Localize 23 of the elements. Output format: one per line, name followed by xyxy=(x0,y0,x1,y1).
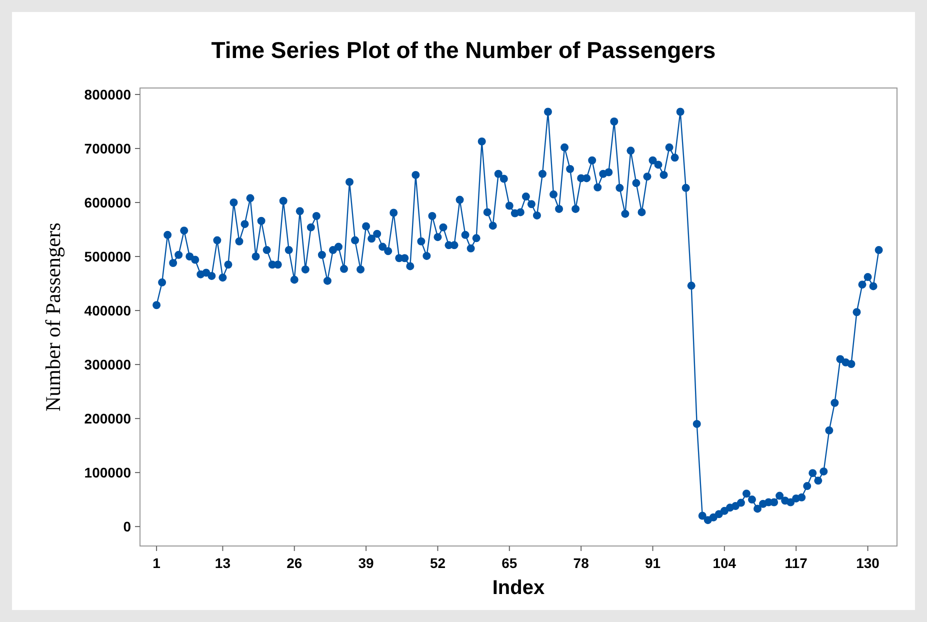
x-tick-label: 39 xyxy=(358,555,374,571)
x-axis-title: Index xyxy=(492,577,545,599)
y-axis-title: Number of Passengers xyxy=(41,222,65,412)
x-tick-label: 13 xyxy=(214,555,231,571)
y-tick-label: 600000 xyxy=(84,194,132,210)
chart-title: Time Series Plot of the Number of Passengers xyxy=(211,37,716,63)
x-tick-label: 104 xyxy=(712,555,736,571)
x-tick-label: 91 xyxy=(644,555,661,571)
x-tick-label: 78 xyxy=(573,555,590,571)
y-tick-label: 200000 xyxy=(84,410,132,426)
y-tick-label: 400000 xyxy=(84,302,132,318)
x-tick-label: 65 xyxy=(502,555,518,571)
x-tick-label: 117 xyxy=(784,555,808,571)
y-tick-label: 800000 xyxy=(84,86,132,102)
x-tick-label: 1 xyxy=(152,555,161,571)
x-tick-label: 130 xyxy=(856,555,880,571)
x-tick-label: 52 xyxy=(430,555,446,571)
y-tick-label: 0 xyxy=(123,518,132,534)
y-tick-label: 100000 xyxy=(84,464,132,480)
y-tick-label: 500000 xyxy=(84,248,132,264)
y-tick-label: 300000 xyxy=(84,356,132,372)
x-tick-label: 26 xyxy=(286,555,302,571)
y-tick-label: 700000 xyxy=(84,140,132,156)
